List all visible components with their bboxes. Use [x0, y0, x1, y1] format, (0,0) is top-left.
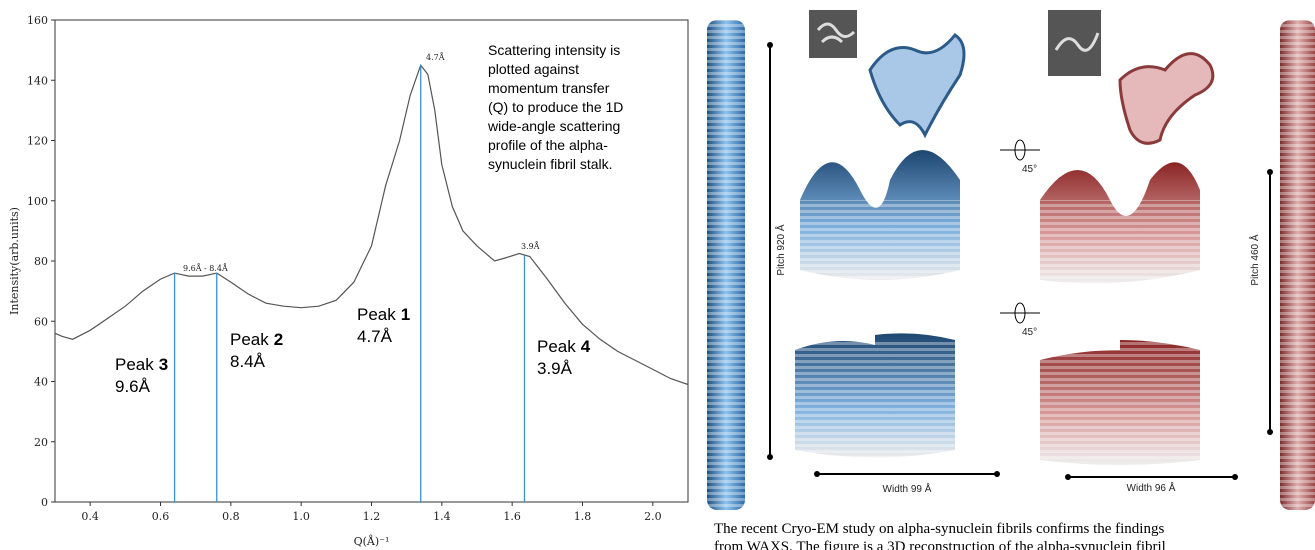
x-tick-label: 1.8	[574, 510, 592, 523]
note-text: synuclein fibril stalk.	[488, 156, 613, 172]
fibril-texture	[1280, 20, 1315, 510]
width-end	[1065, 474, 1071, 480]
fibril-cross-section	[870, 35, 964, 135]
peak-number: 1	[401, 305, 410, 324]
y-tick-label: 100	[27, 195, 48, 208]
fibril-texture	[800, 200, 960, 290]
pitch-end	[1267, 169, 1273, 175]
rotation-label: 45°	[1022, 164, 1037, 175]
caption: from WAXS. The figure is a 3D reconstruc…	[714, 539, 1166, 550]
caption: The recent Cryo-EM study on alpha-synucl…	[714, 521, 1164, 537]
x-tick-label: 0.8	[222, 510, 240, 523]
pitch-end	[767, 454, 773, 460]
peak-label: Peak 2	[230, 330, 283, 349]
peak-label: Peak 3	[115, 355, 168, 374]
note-text: momentum transfer	[488, 80, 610, 96]
width-label: Width 99 Å	[883, 482, 932, 495]
peak-d-spacing: 3.9Å	[537, 359, 573, 378]
fibril-texture	[795, 340, 955, 460]
y-tick-label: 120	[27, 135, 48, 148]
x-tick-label: 1.2	[363, 510, 381, 523]
note-text: wide-angle scattering	[487, 118, 620, 134]
pitch-end	[1267, 429, 1273, 435]
peak-word: Peak	[357, 305, 396, 324]
peak-word: Peak	[115, 355, 154, 374]
peak-annotation: 3.9Å	[521, 242, 540, 251]
pitch-label: Pitch 460 Å	[1248, 234, 1261, 285]
width-end	[1232, 474, 1238, 480]
page: 0 20 40 60 80 100 120 140 160 0.4 0.6 0.8 1.0 1.2 1.4 1…	[0, 0, 1315, 550]
peak-d-spacing: 4.7Å	[357, 327, 393, 346]
chart: 0 20 40 60 80 100 120 140 160 0.4 0.6 0.8 1.0 1.2 1.4 1…	[8, 14, 688, 548]
peak-word: Peak	[537, 337, 576, 356]
peak-d-spacing: 8.4Å	[230, 352, 266, 371]
x-tick-label: 1.0	[292, 510, 310, 523]
note-text: Scattering intensity is	[488, 42, 620, 58]
x-tick-label: 0.4	[81, 510, 99, 523]
y-tick-label: 60	[34, 315, 48, 328]
y-tick-label: 160	[27, 14, 48, 27]
note-text: profile of the alpha-	[488, 137, 608, 153]
peak-word: Peak	[230, 330, 269, 349]
pitch-label: Pitch 920 Å	[774, 224, 787, 275]
width-label: Width 96 Å	[1127, 481, 1176, 494]
y-tick-label: 80	[34, 255, 48, 268]
y-tick-label: 40	[34, 376, 48, 389]
peak-number: 3	[159, 355, 168, 374]
x-tick-label: 1.6	[503, 510, 521, 523]
peak-label: Peak 4	[537, 337, 591, 356]
note-text: (Q) to produce the 1D	[488, 99, 623, 115]
rotation-label: 45°	[1022, 327, 1037, 338]
fibril-cross-section	[1120, 54, 1213, 144]
x-tick-label: 0.6	[152, 510, 170, 523]
peak-label: Peak 1	[357, 305, 410, 324]
peak-annotation: 9.6Å - 8.4Å	[183, 264, 228, 273]
peak-annotation: 4.7Å	[426, 53, 445, 62]
x-tick-label: 1.4	[433, 510, 451, 523]
fibril-texture	[707, 20, 745, 510]
fibril-texture	[1040, 340, 1200, 460]
y-tick-label: 20	[34, 436, 48, 449]
fibril-texture	[1040, 200, 1200, 290]
peak-d-spacing: 9.6Å	[115, 377, 151, 396]
peak-number: 4	[581, 337, 591, 356]
cryo-em-figure: Pitch 920 Å Pitch 460 Å Width 99 Å Width…	[707, 10, 1315, 550]
x-axis-label: Q(Å)⁻¹	[354, 534, 390, 548]
x-tick-label: 2.0	[644, 510, 662, 523]
peak-number: 2	[274, 330, 283, 349]
y-axis-label: Intensity(arb.units)	[8, 207, 21, 315]
note-text: plotted against	[488, 61, 579, 77]
width-end	[814, 471, 820, 477]
y-tick-label: 0	[41, 496, 48, 509]
y-tick-label: 140	[27, 74, 48, 87]
width-end	[994, 471, 1000, 477]
pitch-end	[767, 42, 773, 48]
